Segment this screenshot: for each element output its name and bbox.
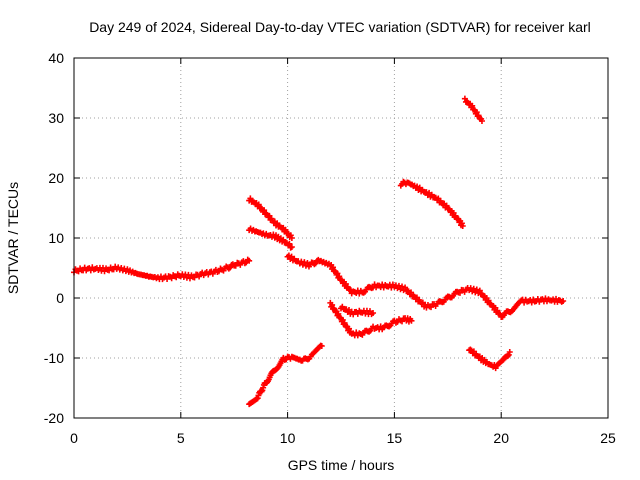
series-track-a xyxy=(71,256,253,283)
data-point xyxy=(301,259,308,266)
data-point xyxy=(476,287,483,294)
data-point xyxy=(553,295,560,302)
data-point xyxy=(318,343,325,349)
data-point xyxy=(288,235,295,241)
data-point xyxy=(443,202,450,209)
series-track-j xyxy=(466,346,513,372)
data-point xyxy=(494,307,501,314)
data-point xyxy=(504,352,511,359)
data-point xyxy=(469,102,476,109)
data-point xyxy=(336,273,343,280)
data-point xyxy=(473,109,480,116)
series-track-i xyxy=(338,303,377,318)
data-point xyxy=(459,223,466,229)
data-point xyxy=(255,201,262,208)
x-tick-label: 0 xyxy=(70,430,78,446)
data-point xyxy=(282,226,289,233)
data-point xyxy=(408,317,415,324)
grid xyxy=(74,58,608,418)
x-tick-label: 5 xyxy=(177,430,185,446)
ticks: 0 5 10 15 20 25 -20 -10 0 10 20 30 40 xyxy=(44,50,616,446)
data-point xyxy=(173,274,180,281)
series-track-f xyxy=(461,95,485,124)
data-point xyxy=(261,207,268,214)
x-tick-label: 25 xyxy=(600,430,616,446)
data-point xyxy=(288,244,295,250)
y-tick-label: -20 xyxy=(44,410,64,426)
data-point xyxy=(528,299,535,306)
data-point xyxy=(354,310,361,317)
data-point xyxy=(473,286,480,293)
plot-frame xyxy=(73,57,609,419)
data-point xyxy=(346,325,353,332)
data-point xyxy=(370,310,377,316)
x-tick-label: 15 xyxy=(387,430,403,446)
series-track-e xyxy=(397,178,466,229)
data-point xyxy=(470,285,477,292)
series-track-h xyxy=(327,299,415,339)
y-tick-label: 0 xyxy=(56,290,64,306)
series-group xyxy=(71,95,567,408)
series-track-g xyxy=(246,342,325,408)
data-point xyxy=(335,310,342,317)
data-point xyxy=(246,257,253,264)
data-point xyxy=(399,283,406,290)
x-axis-label: GPS time / hours xyxy=(288,457,395,473)
data-point xyxy=(329,264,336,271)
y-axis-label: SDTVAR / TECUs xyxy=(5,182,21,294)
y-tick-label: 40 xyxy=(48,50,64,66)
series-track-c xyxy=(246,225,295,251)
y-tick-label: 10 xyxy=(48,230,64,246)
y-tick-label: 30 xyxy=(48,110,64,126)
data-point xyxy=(506,349,513,355)
chart-title: Day 249 of 2024, Sidereal Day-to-day VTE… xyxy=(89,19,591,35)
data-point xyxy=(286,240,293,247)
data-point xyxy=(560,298,567,304)
data-point xyxy=(485,297,492,304)
y-tick-label: -10 xyxy=(44,350,64,366)
data-point xyxy=(329,301,336,308)
data-point xyxy=(402,284,409,291)
data-point xyxy=(257,205,264,212)
data-point xyxy=(505,351,512,358)
x-tick-label: 10 xyxy=(280,430,296,446)
data-point xyxy=(339,316,346,323)
data-point xyxy=(87,267,94,274)
data-point xyxy=(478,118,485,124)
series-track-d xyxy=(284,252,567,320)
data-point xyxy=(467,346,474,353)
data-point xyxy=(168,275,175,282)
data-point xyxy=(366,308,373,315)
x-tick-label: 20 xyxy=(493,430,509,446)
series-track-b xyxy=(246,195,295,241)
y-tick-label: 20 xyxy=(48,170,64,186)
